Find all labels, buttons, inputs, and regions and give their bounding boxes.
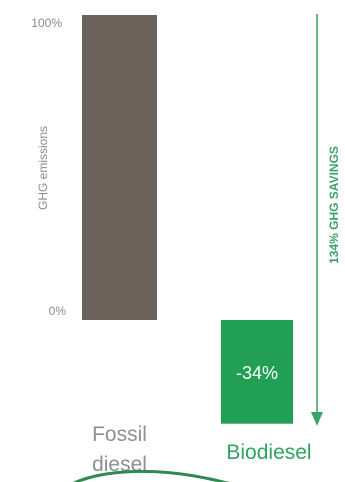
y-tick-0: 0%: [49, 304, 67, 318]
bar-fossil-diesel: [82, 15, 157, 320]
savings-annotation: 134% GHG SAVINGS: [327, 146, 341, 264]
y-tick-100: 100%: [31, 16, 62, 30]
savings-arrow-head: [311, 412, 323, 426]
y-axis-label: GHG emissions: [36, 126, 50, 210]
bar-biodiesel: [221, 320, 293, 424]
category-label-fossil-word: Fossil: [92, 423, 147, 446]
data-label-biodiesel: -34%: [236, 363, 278, 383]
logo-arc: [73, 469, 229, 482]
category-label-fossil-diesel: Fossil diesel: [92, 423, 147, 476]
category-label-biodiesel: Biodiesel: [226, 441, 311, 464]
